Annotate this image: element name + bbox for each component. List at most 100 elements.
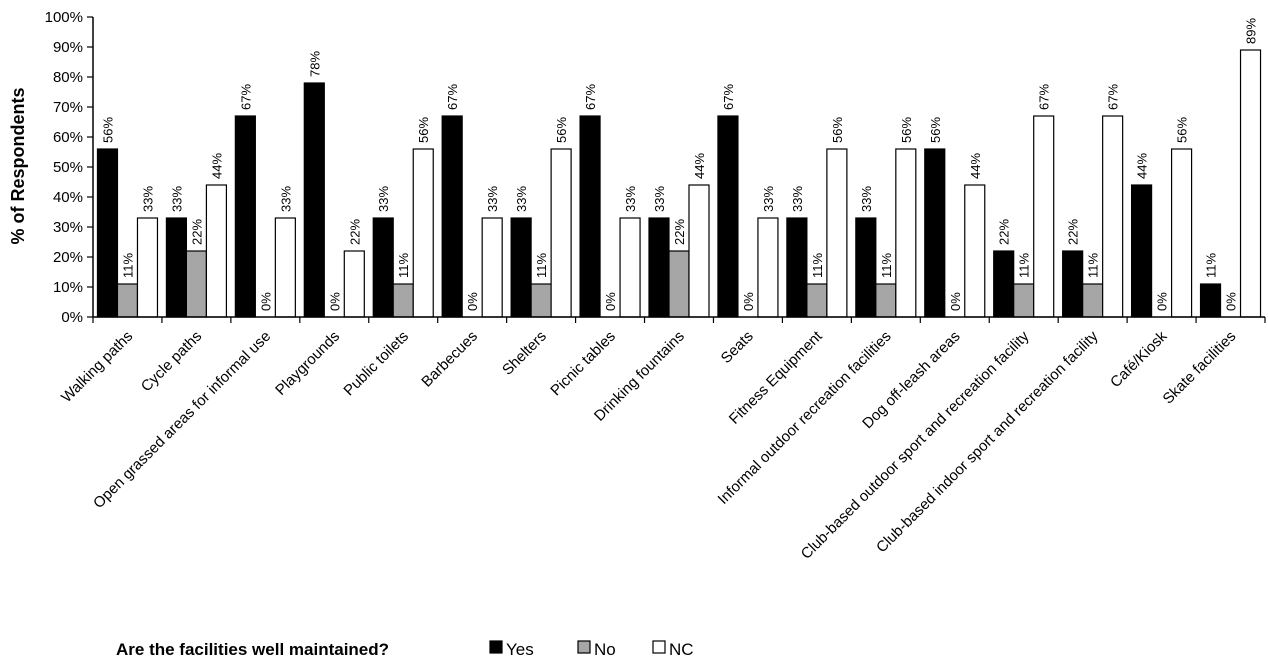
data-label: 44% — [209, 153, 224, 179]
legend-swatch-yes — [489, 640, 503, 654]
data-label: 33% — [169, 186, 184, 212]
bar-nc — [343, 250, 365, 318]
data-label: 11% — [1086, 253, 1101, 278]
x-category-label: Shelters — [499, 328, 550, 379]
bar-nc — [826, 148, 848, 318]
y-tick-label: 10% — [53, 279, 83, 296]
data-label: 67% — [445, 84, 460, 110]
y-tick-label: 80% — [53, 69, 83, 86]
x-category-label: Skate facilities — [1160, 328, 1240, 408]
bar-nc — [619, 217, 641, 318]
x-category-label: Barbecues — [418, 328, 481, 391]
data-label: 33% — [485, 186, 500, 212]
y-tick-label: 60% — [53, 129, 83, 146]
data-labels: 56% 11% 33% 33% 22% 44% 67% 0% 33% 78% 0% 22% 33% 11%… — [100, 18, 1258, 311]
bar-nc — [205, 184, 228, 318]
y-tick-label: 20% — [53, 249, 83, 266]
bar-nc — [757, 217, 779, 318]
data-label: 11% — [810, 253, 825, 278]
bar-no — [1082, 283, 1104, 318]
data-label: 56% — [830, 117, 845, 143]
y-tick-label: 50% — [53, 159, 83, 176]
data-label: 67% — [1106, 84, 1121, 110]
bar-no — [806, 283, 828, 318]
bar-yes — [717, 115, 739, 318]
data-label: 56% — [100, 117, 115, 143]
data-label: 44% — [1135, 153, 1150, 179]
data-label: 0% — [948, 292, 963, 311]
bar-yes — [1199, 283, 1222, 318]
bar-yes — [96, 148, 119, 318]
y-tick-label: 30% — [53, 219, 83, 236]
bar-nc — [1170, 148, 1193, 318]
bar-nc — [136, 217, 159, 318]
y-axis-title: % of Respondents — [8, 87, 28, 244]
data-label: 0% — [1155, 292, 1170, 311]
data-label: 33% — [278, 186, 293, 212]
bar-no — [530, 283, 552, 318]
data-label: 56% — [416, 117, 431, 143]
legend-swatch-nc — [652, 640, 666, 654]
data-label: 11% — [1017, 253, 1032, 278]
bar-no — [668, 250, 690, 318]
x-category-label: Café/Kiosk — [1107, 327, 1171, 391]
data-label: 67% — [238, 84, 253, 110]
legend-label-nc: NC — [669, 640, 694, 659]
legend-label-no: No — [594, 640, 616, 659]
data-label: 11% — [396, 253, 411, 278]
data-label: 33% — [790, 186, 805, 212]
data-label: 0% — [1224, 292, 1239, 311]
data-label: 22% — [1066, 219, 1081, 245]
data-label: 33% — [376, 186, 391, 212]
bar-yes — [441, 115, 463, 318]
data-label: 33% — [652, 186, 667, 212]
data-label: 56% — [1175, 117, 1190, 143]
data-label: 0% — [465, 292, 480, 311]
data-label: 11% — [120, 253, 135, 278]
y-tick-label: 90% — [53, 39, 83, 56]
bar-nc — [481, 217, 503, 318]
x-category-label: Public toilets — [340, 328, 412, 400]
bar-yes — [993, 250, 1015, 318]
legend-label-yes: Yes — [506, 640, 534, 659]
data-label: 0% — [327, 292, 342, 311]
x-category-label: Walking paths — [58, 328, 136, 406]
bar-nc — [964, 184, 986, 318]
data-label: 67% — [721, 84, 736, 110]
data-label: 33% — [761, 186, 776, 212]
bar-yes — [165, 217, 188, 318]
bar-nc — [412, 148, 434, 318]
bar-no — [1013, 283, 1035, 318]
bar-yes — [1130, 184, 1153, 318]
bar-yes — [234, 115, 256, 318]
y-tick-label: 0% — [61, 309, 83, 326]
data-label: 89% — [1244, 18, 1259, 44]
x-category-label: Seats — [718, 328, 757, 367]
data-label: 33% — [514, 186, 529, 212]
bar-yes — [579, 115, 601, 318]
data-label: 56% — [554, 117, 569, 143]
legend-title: Are the facilities well maintained? — [116, 640, 389, 659]
data-label: 0% — [741, 292, 756, 311]
data-label: 44% — [692, 153, 707, 179]
legend-swatch-no — [577, 640, 591, 654]
bar-no — [116, 283, 139, 318]
data-label: 67% — [1037, 84, 1052, 110]
data-label: 33% — [859, 186, 874, 212]
data-label: 11% — [534, 253, 549, 278]
y-tick-label: 100% — [45, 9, 83, 26]
bar-no — [392, 283, 414, 318]
data-label: 56% — [928, 117, 943, 143]
data-label: 22% — [189, 219, 204, 245]
bar-yes — [303, 82, 325, 318]
bar-yes — [924, 148, 946, 318]
data-label: 56% — [899, 117, 914, 143]
bar-nc — [1033, 115, 1055, 318]
x-category-label: Cycle paths — [138, 328, 205, 395]
data-label: 11% — [879, 253, 894, 278]
data-label: 0% — [258, 292, 273, 311]
data-label: 0% — [603, 292, 618, 311]
legend: Are the facilities well maintained? Yes N… — [116, 640, 694, 659]
